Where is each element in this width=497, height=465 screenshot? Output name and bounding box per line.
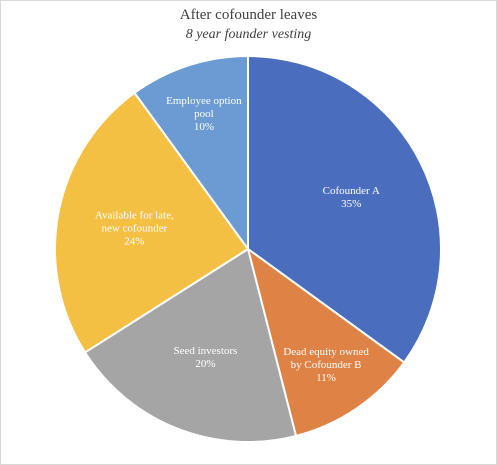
- pie-slice-cofounder-a: [247, 54, 442, 364]
- pie-slice-seed-investors: [83, 247, 298, 443]
- slice-label-dead-equity: Dead equity owned by Cofounder B 11%: [283, 346, 369, 384]
- pie-slice-late-cofounder: [54, 91, 250, 354]
- pie-slice-dead-equity: [246, 246, 406, 438]
- slice-label-cofounder-a: Cofounder A 35%: [323, 185, 380, 210]
- slice-label-employee-pool: Employee option pool 10%: [166, 95, 242, 133]
- slice-label-seed-investors: Seed investors 20%: [173, 345, 237, 370]
- pie-slice-employee-pool: [133, 54, 249, 253]
- chart-subtitle: 8 year founder vesting: [185, 27, 312, 42]
- slice-label-late-cofounder: Available for late, new cofounder 24%: [95, 209, 174, 247]
- chart-title: After cofounder leaves: [179, 7, 318, 23]
